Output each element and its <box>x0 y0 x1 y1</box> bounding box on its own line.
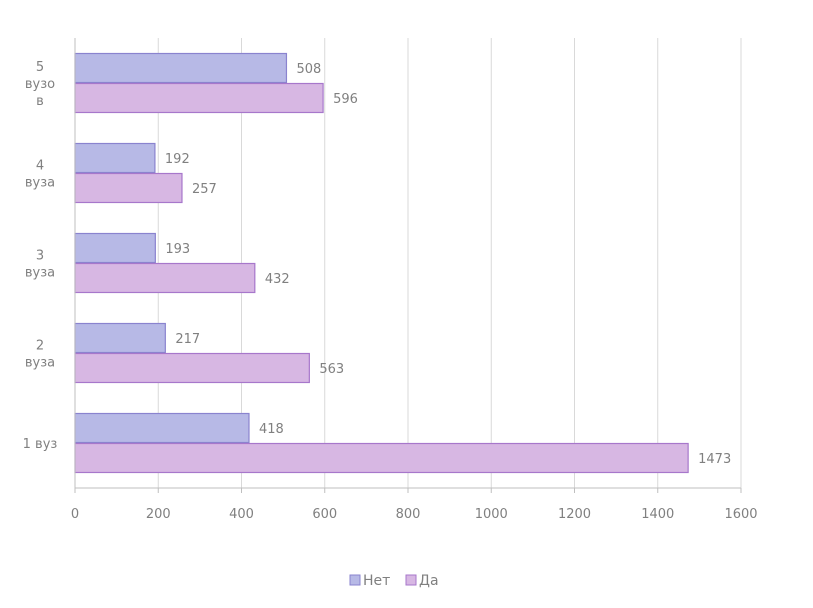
x-tick-label: 600 <box>312 507 337 522</box>
x-tick-label: 400 <box>229 507 254 522</box>
category-label: вузо <box>25 77 55 92</box>
data-label: 257 <box>192 182 217 197</box>
bar-net <box>74 142 156 174</box>
bar-net <box>74 52 288 84</box>
data-label: 508 <box>296 62 321 77</box>
x-tick-label: 1400 <box>641 507 674 522</box>
bar-da <box>74 352 310 384</box>
bar-da <box>74 82 324 114</box>
data-label: 596 <box>333 92 358 107</box>
data-label: 217 <box>175 332 200 347</box>
category-label: 5 <box>36 60 44 75</box>
bar-da <box>74 172 183 204</box>
bar-net <box>74 232 156 264</box>
data-label: 192 <box>165 152 190 167</box>
category-label: 4 <box>36 159 44 174</box>
category-label: вуза <box>25 266 55 281</box>
legend-label-net: Нет <box>363 573 390 589</box>
legend-label-da: Да <box>419 573 439 589</box>
x-tick-label: 1000 <box>475 507 508 522</box>
legend-swatch-da <box>405 574 417 586</box>
data-label: 193 <box>165 242 190 257</box>
category-label: в <box>36 94 44 109</box>
category-label: 1 вуз <box>23 437 58 452</box>
legend-swatch-net <box>349 574 361 586</box>
category-label: вуза <box>25 176 55 191</box>
x-tick-label: 0 <box>71 507 79 522</box>
x-tick-label: 1600 <box>724 507 757 522</box>
data-label: 563 <box>319 362 344 377</box>
bar-da <box>74 262 256 294</box>
axes: 0 200 400 600 800 1000 1200 1400 1600 <box>71 38 758 522</box>
data-label: 1473 <box>698 452 731 467</box>
x-tick-label: 800 <box>396 507 421 522</box>
category-label: 2 <box>36 339 44 354</box>
bar-net <box>74 412 250 444</box>
bars <box>74 52 689 474</box>
bar-net <box>74 322 166 354</box>
x-tick-label: 1200 <box>558 507 591 522</box>
legend: Нет Да <box>349 573 439 589</box>
category-label: вуза <box>25 356 55 371</box>
bar-da <box>74 442 689 474</box>
x-tick-label: 200 <box>146 507 171 522</box>
category-label: 3 <box>36 249 44 264</box>
data-label: 418 <box>259 422 284 437</box>
data-label: 432 <box>265 272 290 287</box>
